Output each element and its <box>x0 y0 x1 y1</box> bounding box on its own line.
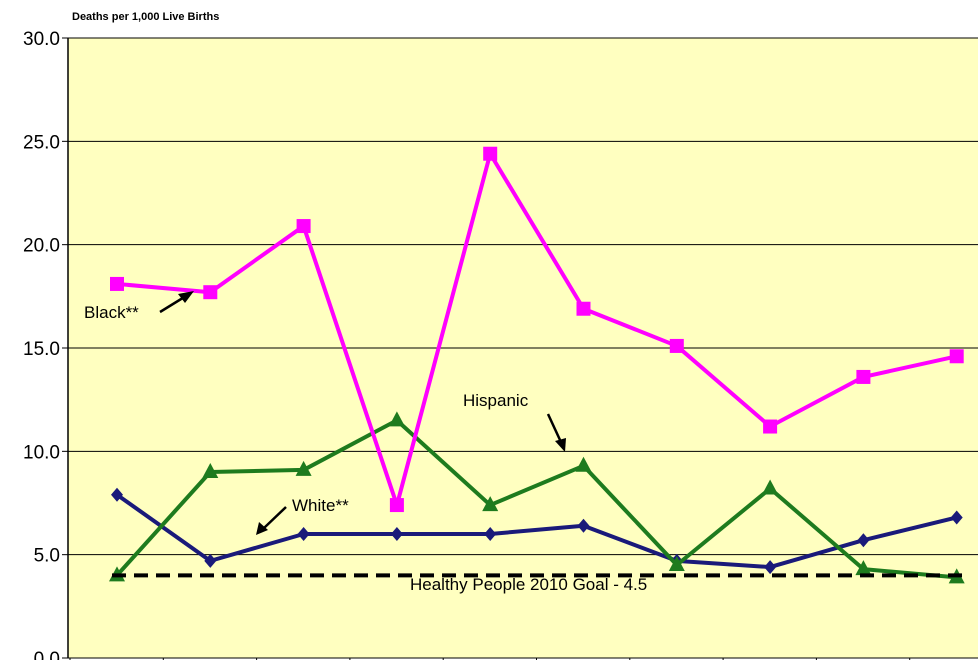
y-axis-label: Deaths per 1,000 Live Births <box>72 11 219 23</box>
x-axis-ticks <box>69 658 911 660</box>
series-black-point <box>763 419 778 434</box>
gridlines <box>68 37 978 659</box>
annotation-black: Black** <box>84 303 139 322</box>
y-tick-label: 30.0 <box>23 29 60 50</box>
series-hispanic-point <box>202 463 219 478</box>
series-black-point <box>389 498 404 513</box>
series-hispanic-point <box>762 479 779 495</box>
series-white-point <box>857 533 870 548</box>
y-tick-label: 25.0 <box>23 132 60 153</box>
arrow-black-head <box>178 291 194 303</box>
arrow-white-shaft <box>263 506 287 529</box>
series-white-point <box>111 487 123 502</box>
arrow-white-head <box>256 522 268 535</box>
series-white-point <box>577 518 590 533</box>
series-line-black <box>116 151 958 508</box>
arrow-hispanic-head <box>555 438 566 452</box>
series-black-point <box>110 276 124 291</box>
series-hispanic-point <box>668 556 685 571</box>
annotations: Black** Hispanic White** Healthy People … <box>84 291 647 594</box>
annotation-white: White** <box>292 496 349 515</box>
series-black-point <box>296 219 311 234</box>
series-white-point <box>390 527 403 541</box>
series-white-point <box>204 553 217 568</box>
arrow-hispanic-shaft <box>546 413 562 441</box>
y-axis-ticks: 0.0 5.0 10.0 15.0 20.0 25.0 30.0 <box>23 29 68 660</box>
series-black-point <box>576 301 591 316</box>
series-hispanic <box>109 411 965 584</box>
y-tick-label: 10.0 <box>23 442 60 463</box>
y-tick-label: 20.0 <box>23 236 60 257</box>
series-hispanic-point <box>482 496 499 512</box>
y-tick-label: 15.0 <box>23 339 60 360</box>
series-white-point <box>484 527 497 541</box>
y-tick-label: 5.0 <box>34 546 60 567</box>
series-black-point <box>856 369 871 384</box>
series-white-point <box>764 560 777 575</box>
series-white-point <box>297 527 310 541</box>
series-hispanic-point <box>855 560 872 576</box>
reference-line-label: Healthy People 2010 Goal - 4.5 <box>410 575 647 594</box>
series-white <box>111 487 963 575</box>
annotation-hispanic: Hispanic <box>463 391 529 410</box>
series-black-point <box>669 338 684 353</box>
series-group <box>109 146 965 584</box>
series-hispanic-point <box>575 456 592 472</box>
y-tick-label: 0.0 <box>34 649 60 660</box>
series-black-point <box>203 285 218 300</box>
series-black-point <box>483 146 498 161</box>
series-hispanic-point <box>388 411 405 427</box>
series-white-point <box>950 510 963 525</box>
series-hispanic-point <box>295 460 312 476</box>
series-black-point <box>949 349 964 364</box>
series-line-white <box>115 493 958 570</box>
series-black <box>110 146 964 513</box>
series-line-hispanic <box>115 418 957 580</box>
